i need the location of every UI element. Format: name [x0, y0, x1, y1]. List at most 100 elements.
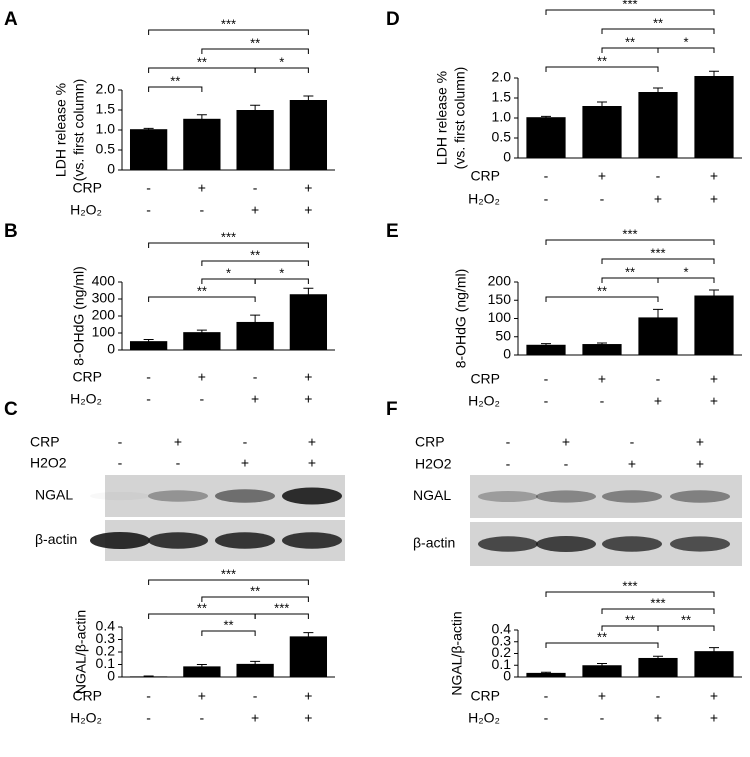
blot-band-label: NGAL: [35, 487, 73, 503]
condition-value: -: [200, 391, 205, 407]
significance-label: *: [279, 54, 284, 69]
condition-name: H₂O₂: [468, 710, 500, 726]
bar: [694, 76, 734, 158]
error-bar: [196, 664, 207, 669]
y-tick-label: 0.3: [96, 630, 116, 646]
error-bar: [653, 308, 663, 326]
significance-bracket: [148, 86, 203, 92]
error-bar: [709, 70, 719, 81]
blot-condition-name: CRP: [415, 434, 445, 450]
error-bar: [709, 289, 719, 301]
error-bar: [250, 660, 261, 667]
blot-band: [148, 532, 208, 549]
y-tick-label: 100: [488, 309, 512, 325]
condition-value: -: [544, 393, 549, 409]
bar: [183, 666, 221, 677]
error-bar: [541, 671, 551, 674]
panel-letter: B: [4, 221, 18, 242]
bar: [638, 657, 678, 677]
significance-label: **: [250, 583, 260, 598]
significance-bracket: [601, 608, 715, 614]
significance-label: *: [683, 264, 688, 279]
bar: [129, 341, 168, 350]
significance-bracket: [148, 296, 256, 302]
condition-name: H₂O₂: [70, 202, 102, 218]
y-tick-label: 0: [503, 346, 511, 362]
blot-condition-value: -: [118, 434, 123, 450]
y-tick-label: 150: [488, 291, 512, 307]
blot-panel: [470, 475, 742, 518]
error-bar: [250, 104, 261, 115]
error-bar: [653, 87, 663, 96]
blot-band: [478, 536, 538, 552]
blot-band-label: NGAL: [413, 487, 451, 503]
significance-label: **: [197, 600, 207, 615]
error-bar: [597, 101, 607, 110]
error-bar: [303, 287, 314, 301]
y-axis-label: LDH release %: [434, 71, 450, 165]
condition-value: +: [598, 168, 606, 184]
y-tick-label: 100: [92, 324, 116, 340]
condition-value: -: [146, 688, 151, 704]
y-tick-label: 0.3: [492, 632, 512, 648]
y-tick-label: 0: [107, 341, 115, 357]
y-axis-label: LDH release %: [53, 83, 69, 177]
blot-band-label: β-actin: [413, 535, 455, 551]
condition-value: +: [710, 168, 718, 184]
significance-label: **: [625, 34, 635, 49]
bar: [289, 100, 328, 170]
condition-name: CRP: [470, 371, 500, 387]
blot-band: [602, 490, 662, 503]
y-axis-label: (vs. first column): [452, 67, 468, 170]
condition-value: -: [544, 710, 549, 726]
y-axis-label: 8-OHdG (ng/ml): [453, 269, 469, 369]
significance-label: **: [653, 15, 663, 30]
bar: [183, 118, 221, 170]
condition-name: CRP: [72, 688, 102, 704]
bar: [582, 106, 622, 158]
condition-value: -: [544, 371, 549, 387]
panel-letter: A: [4, 9, 18, 30]
condition-value: -: [544, 688, 549, 704]
panel-letter: E: [386, 221, 399, 242]
blot-band: [602, 536, 662, 552]
blot-band: [282, 532, 342, 549]
bar: [694, 295, 734, 355]
blot-band: [670, 490, 730, 503]
blot-condition-value: -: [506, 456, 511, 472]
y-tick-label: 0: [503, 149, 511, 165]
blot-band: [215, 532, 275, 549]
condition-value: -: [656, 688, 661, 704]
blot-condition-value: +: [562, 434, 570, 450]
condition-value: -: [656, 371, 661, 387]
condition-value: +: [251, 710, 259, 726]
significance-label: **: [625, 612, 635, 627]
condition-value: +: [251, 391, 259, 407]
error-bar: [597, 342, 607, 346]
significance-label: **: [597, 53, 607, 68]
significance-label: **: [250, 247, 260, 262]
significance-bracket: [148, 242, 309, 248]
significance-bracket: [148, 29, 309, 35]
condition-value: -: [200, 202, 205, 218]
blot-condition-value: -: [176, 455, 181, 471]
condition-value: +: [304, 710, 312, 726]
bar: [183, 332, 221, 350]
blot-condition-value: -: [564, 456, 569, 472]
y-tick-label: 2.0: [96, 81, 116, 97]
y-tick-label: 0.1: [492, 656, 512, 672]
y-axis-label: NGAL/β-actin: [73, 610, 89, 694]
condition-value: -: [544, 191, 549, 207]
significance-label: **: [197, 283, 207, 298]
blot-band: [148, 490, 208, 502]
significance-label: **: [223, 617, 233, 632]
y-tick-label: 1.0: [96, 121, 116, 137]
blot-condition-value: +: [241, 455, 249, 471]
y-tick-label: 0.5: [492, 129, 512, 145]
significance-bracket: [657, 625, 715, 631]
blot-condition-value: +: [308, 455, 316, 471]
error-bar: [303, 95, 314, 104]
blot-condition-value: -: [243, 434, 248, 450]
error-bar: [709, 647, 719, 655]
